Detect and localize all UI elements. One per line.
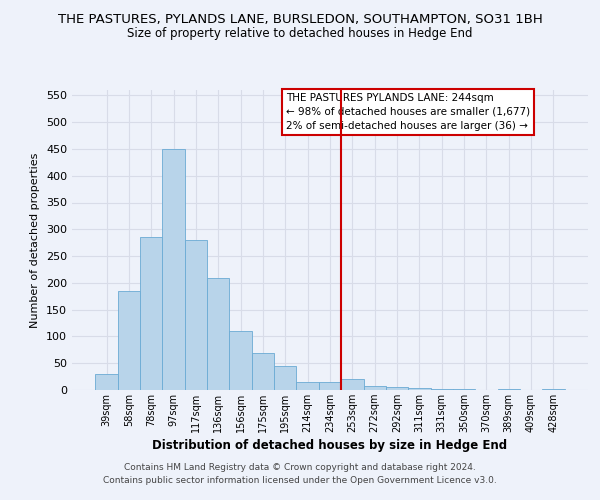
Text: Contains public sector information licensed under the Open Government Licence v3: Contains public sector information licen… <box>103 476 497 485</box>
Bar <box>408 388 431 390</box>
Bar <box>140 238 163 390</box>
X-axis label: Distribution of detached houses by size in Hedge End: Distribution of detached houses by size … <box>152 439 508 452</box>
Y-axis label: Number of detached properties: Number of detached properties <box>31 152 40 328</box>
Bar <box>274 366 296 390</box>
Bar <box>364 386 386 390</box>
Bar <box>296 382 319 390</box>
Bar <box>229 331 252 390</box>
Text: THE PASTURES PYLANDS LANE: 244sqm
← 98% of detached houses are smaller (1,677)
2: THE PASTURES PYLANDS LANE: 244sqm ← 98% … <box>286 93 530 131</box>
Bar <box>95 374 118 390</box>
Bar <box>163 149 185 390</box>
Bar <box>386 388 408 390</box>
Bar <box>185 240 207 390</box>
Bar <box>207 278 229 390</box>
Bar <box>341 380 364 390</box>
Bar <box>252 352 274 390</box>
Bar <box>118 291 140 390</box>
Bar <box>319 382 341 390</box>
Bar <box>431 389 453 390</box>
Text: THE PASTURES, PYLANDS LANE, BURSLEDON, SOUTHAMPTON, SO31 1BH: THE PASTURES, PYLANDS LANE, BURSLEDON, S… <box>58 12 542 26</box>
Text: Size of property relative to detached houses in Hedge End: Size of property relative to detached ho… <box>127 28 473 40</box>
Text: Contains HM Land Registry data © Crown copyright and database right 2024.: Contains HM Land Registry data © Crown c… <box>124 464 476 472</box>
